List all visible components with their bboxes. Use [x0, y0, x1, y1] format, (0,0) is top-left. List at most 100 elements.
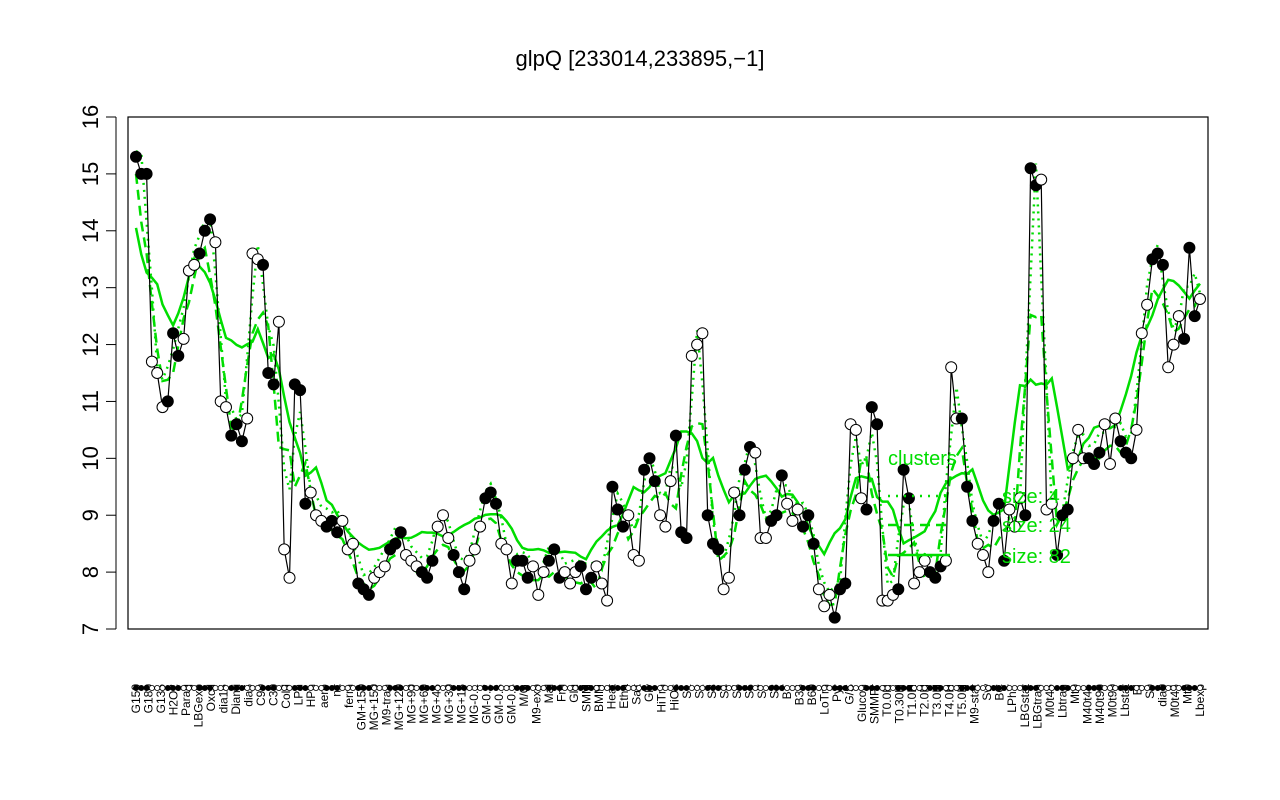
data-point — [1183, 241, 1196, 254]
x-marker — [762, 685, 769, 692]
data-point — [1162, 361, 1175, 374]
x-tick-label: MG+120 — [392, 684, 406, 731]
x-marker — [805, 685, 812, 692]
data-point — [516, 554, 529, 567]
data-point — [712, 543, 725, 556]
data-point — [770, 509, 783, 522]
x-marker — [625, 685, 632, 692]
y-tick-label: 16 — [78, 105, 103, 129]
x-marker — [1096, 685, 1103, 692]
data-point — [1141, 298, 1154, 311]
data-point — [1156, 258, 1169, 271]
x-marker — [561, 685, 568, 692]
x-marker — [1059, 685, 1066, 692]
y-tick-label: 11 — [78, 390, 103, 413]
x-marker — [196, 685, 203, 692]
data-point — [331, 526, 344, 539]
x-marker — [847, 685, 854, 692]
y-tick-label: 7 — [78, 623, 103, 635]
data-point — [527, 560, 539, 573]
x-marker — [254, 685, 261, 692]
x-marker — [990, 685, 997, 692]
data-point — [982, 566, 995, 579]
x-marker — [212, 685, 219, 692]
x-marker — [418, 685, 425, 692]
data-point — [204, 213, 217, 226]
data-point — [913, 566, 926, 579]
data-point — [145, 355, 158, 368]
data-point — [257, 258, 269, 271]
data-point — [595, 577, 608, 590]
x-tick-label: M9-exp — [530, 684, 544, 724]
y-axis: 7 8 9 10 11 12 13 14 15 16 — [78, 105, 117, 635]
x-marker — [1107, 685, 1114, 692]
data-point — [849, 423, 862, 436]
x-marker — [1001, 685, 1008, 692]
x-marker — [148, 685, 155, 692]
y-tick-label: 10 — [78, 446, 103, 470]
x-marker — [455, 685, 462, 692]
x-marker — [360, 685, 367, 692]
data-point — [1014, 492, 1026, 505]
data-point — [691, 338, 704, 351]
x-marker — [1048, 685, 1055, 692]
x-tick-label: Lbstat — [1118, 683, 1132, 716]
x-marker — [434, 685, 441, 692]
data-point — [167, 327, 180, 340]
data-point — [606, 480, 619, 493]
x-marker — [207, 685, 214, 692]
x-marker — [424, 685, 431, 692]
x-marker — [175, 685, 182, 692]
x-marker — [974, 685, 981, 692]
x-tick-label: Diami — [229, 684, 243, 715]
x-marker — [439, 685, 446, 692]
data-point — [209, 236, 222, 249]
x-marker — [1165, 685, 1172, 692]
x-marker — [1191, 685, 1198, 692]
x-marker — [1175, 685, 1182, 692]
x-marker — [583, 685, 590, 692]
x-marker — [164, 685, 171, 692]
x-marker — [1017, 685, 1024, 692]
data-point — [701, 509, 714, 522]
x-marker — [895, 685, 902, 692]
x-marker — [519, 685, 526, 692]
x-tick-label: G180 — [142, 684, 156, 714]
data-point — [939, 554, 952, 567]
data-point — [865, 401, 878, 414]
data-point — [558, 566, 571, 579]
x-marker — [466, 685, 473, 692]
y-tick-label: 14 — [78, 219, 103, 243]
x-marker — [132, 685, 139, 692]
data-point — [1194, 293, 1206, 305]
x-tick-label: M0t90 — [1105, 684, 1119, 718]
x-axis-ticks: G150G180G135H2O2ParaqLBGexpOxctldia15Dia… — [129, 683, 1207, 730]
data-point — [828, 611, 841, 624]
x-marker — [185, 685, 192, 692]
x-marker — [1032, 685, 1039, 692]
x-marker — [551, 685, 558, 692]
x-marker — [1091, 685, 1098, 692]
data-point — [622, 509, 635, 522]
x-marker — [810, 685, 817, 692]
x-marker — [387, 685, 394, 692]
x-marker — [524, 685, 531, 692]
data-point — [775, 469, 788, 482]
x-marker — [397, 685, 404, 692]
data-point — [389, 537, 402, 550]
x-marker — [980, 685, 987, 692]
y-tick-label: 15 — [78, 162, 103, 186]
x-marker — [249, 685, 256, 692]
x-marker — [545, 685, 552, 692]
x-marker — [540, 685, 547, 692]
data-point — [278, 543, 291, 556]
x-marker — [567, 685, 574, 692]
x-tick-label: M40t45 — [1080, 684, 1094, 724]
x-tick-label: G150 — [129, 684, 143, 714]
x-tick-label: GM+150 — [354, 684, 368, 731]
legend-entry-size-4: size: 4 — [1002, 486, 1060, 508]
x-marker — [863, 685, 870, 692]
x-marker — [747, 685, 754, 692]
data-point — [897, 463, 910, 476]
x-marker — [1149, 685, 1156, 692]
